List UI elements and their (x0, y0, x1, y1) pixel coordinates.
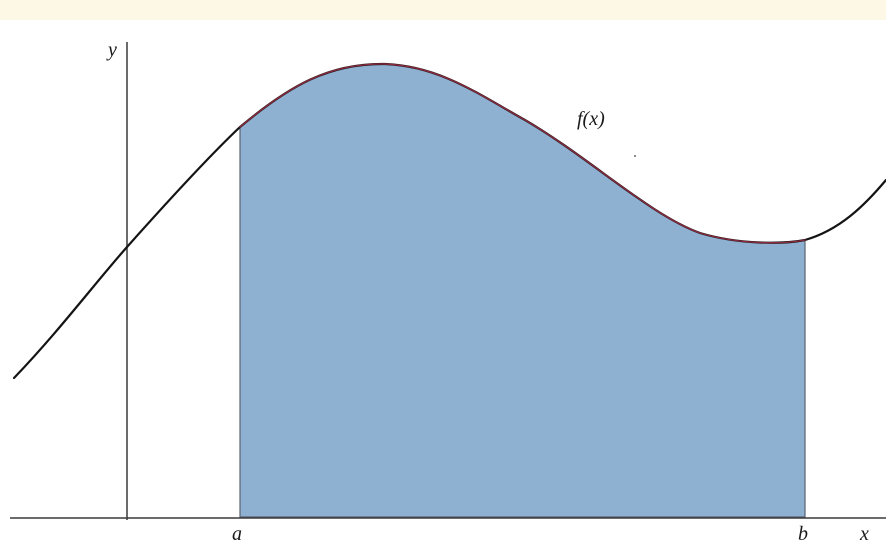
x-axis-label: x (859, 523, 869, 544)
y-axis-label: y (106, 39, 117, 61)
top-band (0, 0, 886, 20)
function-curve-over-fill (239, 63, 806, 244)
lower-limit-label: a (232, 523, 242, 544)
function-label: f(x) (577, 108, 605, 130)
upper-limit-label: b (798, 523, 808, 544)
stray-dot (634, 155, 636, 157)
area-under-curve (239, 63, 806, 518)
